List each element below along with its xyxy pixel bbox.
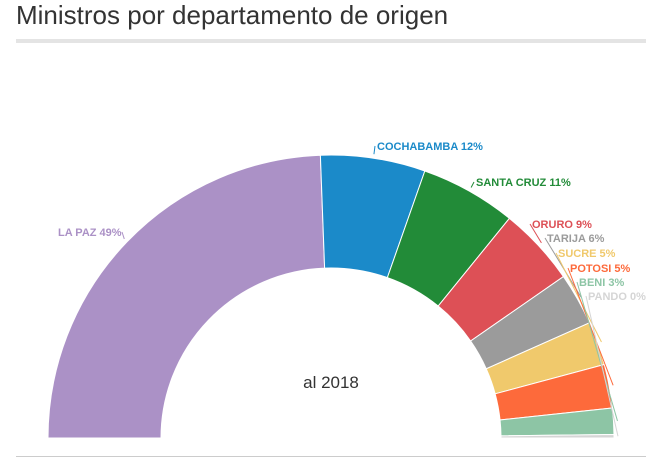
slice-la-paz[interactable] bbox=[47, 154, 326, 439]
connector-cochabamba bbox=[373, 145, 376, 155]
title-divider bbox=[16, 39, 646, 43]
label-santa-cruz: SANTA CRUZ 11% bbox=[476, 177, 571, 189]
bottom-divider bbox=[16, 456, 646, 457]
label-tarija: TARIJA 6% bbox=[547, 233, 605, 245]
label-la-paz: LA PAZ 49% bbox=[58, 227, 122, 239]
connector-beni bbox=[576, 281, 618, 422]
label-cochabamba: COCHABAMBA 12% bbox=[377, 141, 483, 153]
connector-pando bbox=[585, 295, 619, 437]
connector-oruro bbox=[529, 223, 542, 244]
connector-sucre bbox=[555, 252, 602, 343]
label-beni: BENI 3% bbox=[579, 277, 624, 289]
connector-potosi bbox=[567, 267, 614, 386]
label-oruro: ORURO 9% bbox=[532, 219, 592, 231]
label-pando: PANDO 0% bbox=[588, 291, 646, 303]
connector-santa-cruz bbox=[470, 181, 475, 188]
center-label: al 2018 bbox=[303, 373, 359, 392]
chart-title: Ministros por departamento de origen bbox=[16, 0, 449, 30]
slice-pando[interactable] bbox=[500, 433, 615, 439]
label-sucre: SUCRE 5% bbox=[558, 248, 616, 260]
label-potosi: POTOSI 5% bbox=[570, 263, 631, 275]
connector-la-paz bbox=[121, 231, 125, 240]
